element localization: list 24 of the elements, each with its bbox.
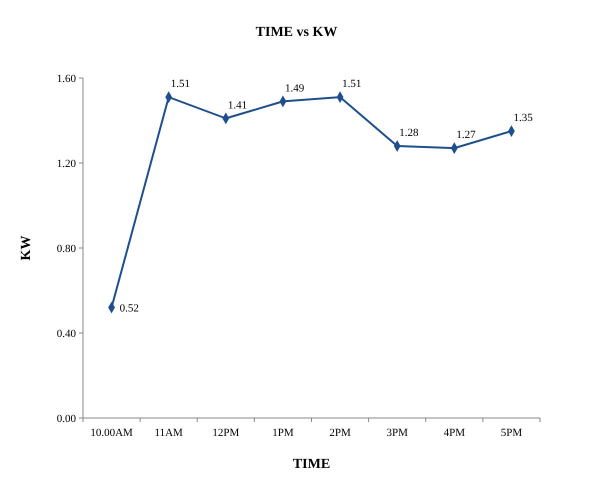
y-tick-label: 0.40 bbox=[56, 328, 76, 340]
data-label: 1.27 bbox=[456, 129, 476, 142]
x-tick-label: 11AM bbox=[154, 427, 184, 439]
x-tick-label: 12PM bbox=[212, 427, 240, 439]
data-label: 1.51 bbox=[170, 78, 190, 90]
data-label: 0.52 bbox=[120, 302, 139, 314]
x-tick-label: 10.00AM bbox=[90, 427, 134, 439]
y-tick-label: 0.00 bbox=[56, 412, 76, 425]
data-label: 1.35 bbox=[513, 112, 534, 124]
x-tick-label: 4PM bbox=[444, 427, 466, 439]
data-label: 1.49 bbox=[284, 82, 305, 94]
x-axis-title: TIME bbox=[292, 457, 330, 472]
x-tick-label: 5PM bbox=[500, 427, 522, 439]
x-tick-label: 1PM bbox=[272, 427, 294, 439]
y-tick-label: 1.60 bbox=[56, 72, 76, 85]
x-tick-label: 2PM bbox=[329, 427, 351, 439]
data-label: 1.51 bbox=[342, 78, 362, 90]
chart-title: TIME vs KW bbox=[256, 25, 338, 40]
y-axis-title: KW bbox=[19, 236, 34, 260]
y-tick-label: 0.80 bbox=[56, 242, 76, 255]
data-label: 1.28 bbox=[399, 127, 419, 139]
data-label: 1.41 bbox=[228, 99, 248, 112]
x-tick-label: 3PM bbox=[386, 427, 408, 439]
y-tick-label: 1.20 bbox=[56, 158, 76, 170]
